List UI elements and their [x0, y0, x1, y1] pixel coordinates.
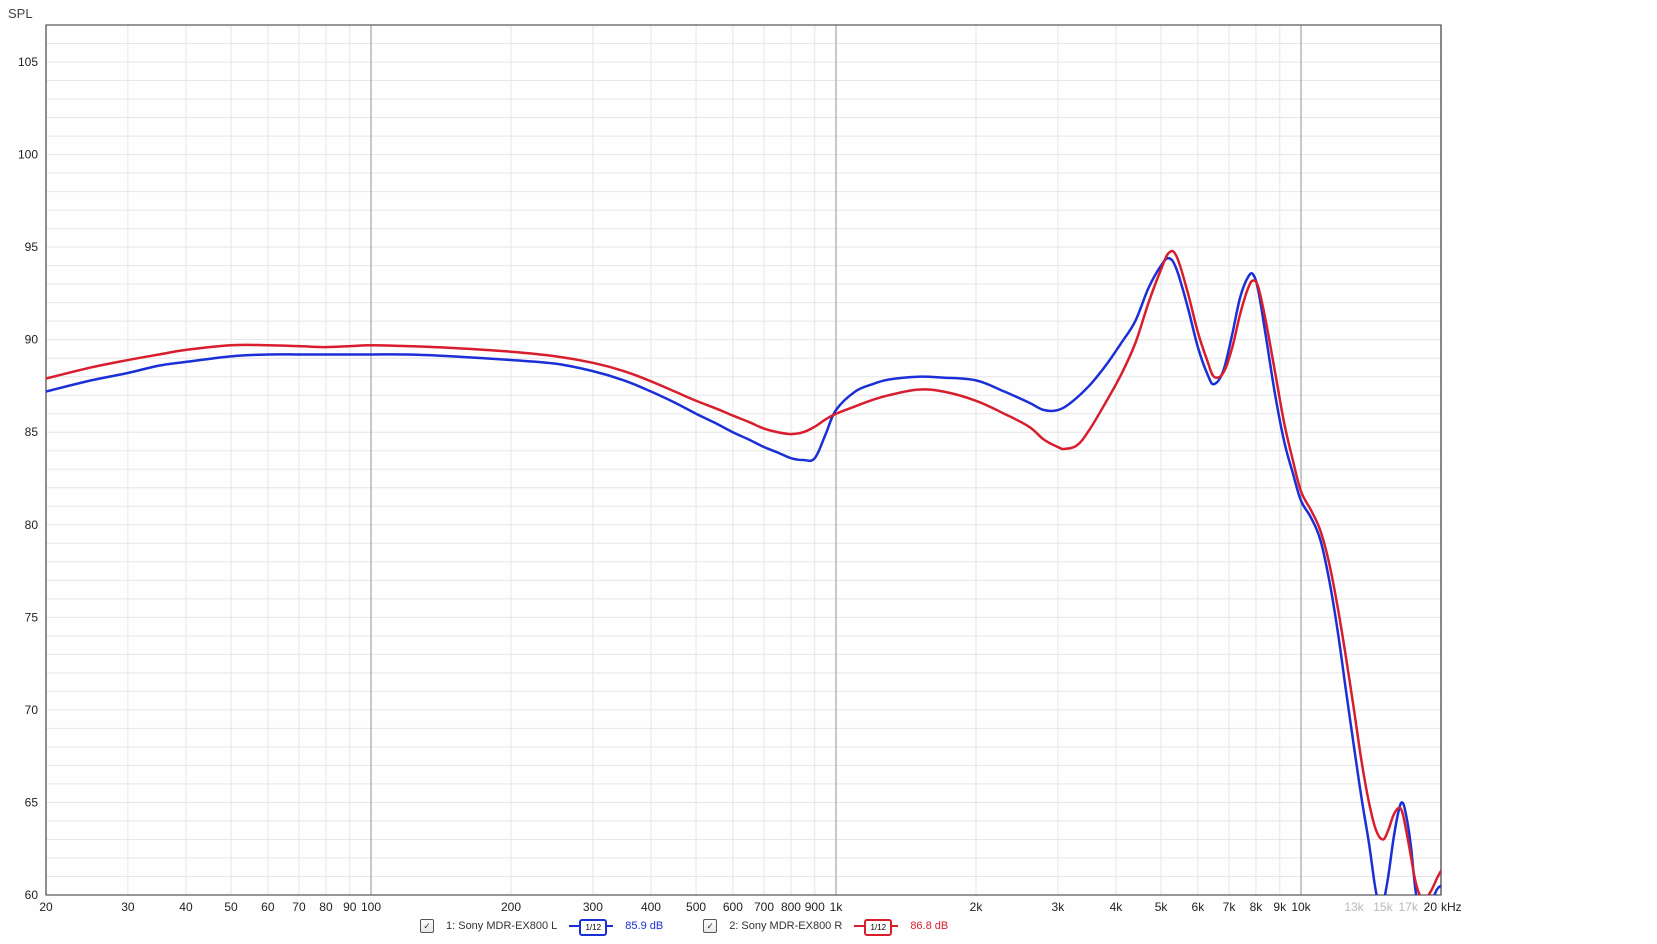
- svg-text:100: 100: [361, 900, 381, 914]
- svg-text:15k: 15k: [1373, 900, 1393, 914]
- svg-text:800: 800: [781, 900, 801, 914]
- svg-text:90: 90: [25, 333, 39, 347]
- legend-line-icon: 1/12: [854, 919, 898, 933]
- svg-text:1k: 1k: [830, 900, 844, 914]
- svg-text:4k: 4k: [1110, 900, 1124, 914]
- svg-text:6k: 6k: [1192, 900, 1206, 914]
- svg-text:90: 90: [343, 900, 357, 914]
- svg-text:2k: 2k: [970, 900, 984, 914]
- svg-text:70: 70: [292, 900, 306, 914]
- svg-text:900: 900: [805, 900, 825, 914]
- svg-text:17k: 17k: [1399, 900, 1419, 914]
- legend-entry: ✓ 1: Sony MDR-EX800 L 1/12 85.9 dB: [420, 919, 663, 933]
- svg-text:3k: 3k: [1052, 900, 1066, 914]
- legend-line-icon: 1/12: [569, 919, 613, 933]
- svg-text:105: 105: [18, 55, 38, 69]
- svg-text:300: 300: [583, 900, 603, 914]
- legend: ✓ 1: Sony MDR-EX800 L 1/12 85.9 dB ✓ 2: Sony …: [420, 919, 948, 933]
- legend-checkbox[interactable]: ✓: [420, 919, 434, 933]
- svg-text:80: 80: [319, 900, 333, 914]
- svg-text:60: 60: [25, 888, 39, 902]
- svg-text:30: 30: [121, 900, 135, 914]
- svg-text:9k: 9k: [1273, 900, 1287, 914]
- legend-checkbox[interactable]: ✓: [703, 919, 717, 933]
- svg-text:5k: 5k: [1155, 900, 1169, 914]
- svg-text:95: 95: [25, 240, 39, 254]
- svg-text:40: 40: [179, 900, 193, 914]
- svg-text:7k: 7k: [1223, 900, 1237, 914]
- svg-text:13k: 13k: [1344, 900, 1364, 914]
- spl-chart: 60 65 70 75 80 85 90 95 100 105 20 30 40 50 60 70 80 90 10…: [0, 0, 1657, 944]
- svg-text:kHz: kHz: [1441, 900, 1462, 914]
- svg-text:70: 70: [25, 703, 39, 717]
- legend-series-name: 1: Sony MDR-EX800 L: [446, 920, 557, 932]
- svg-text:75: 75: [25, 610, 39, 624]
- legend-series-value: 85.9 dB: [625, 920, 663, 932]
- svg-text:100: 100: [18, 148, 38, 162]
- svg-text:85: 85: [25, 425, 39, 439]
- svg-text:60: 60: [261, 900, 275, 914]
- svg-text:500: 500: [686, 900, 706, 914]
- svg-text:400: 400: [641, 900, 661, 914]
- svg-text:600: 600: [723, 900, 743, 914]
- legend-series-value: 86.8 dB: [910, 920, 948, 932]
- svg-text:10k: 10k: [1291, 900, 1311, 914]
- svg-text:65: 65: [25, 795, 39, 809]
- svg-text:200: 200: [501, 900, 521, 914]
- legend-series-name: 2: Sony MDR-EX800 R: [729, 920, 842, 932]
- svg-text:20: 20: [1424, 900, 1438, 914]
- svg-text:20: 20: [39, 900, 53, 914]
- svg-text:80: 80: [25, 518, 39, 532]
- svg-text:50: 50: [224, 900, 238, 914]
- svg-text:8k: 8k: [1250, 900, 1264, 914]
- legend-entry: ✓ 2: Sony MDR-EX800 R 1/12 86.8 dB: [703, 919, 948, 933]
- svg-text:700: 700: [754, 900, 774, 914]
